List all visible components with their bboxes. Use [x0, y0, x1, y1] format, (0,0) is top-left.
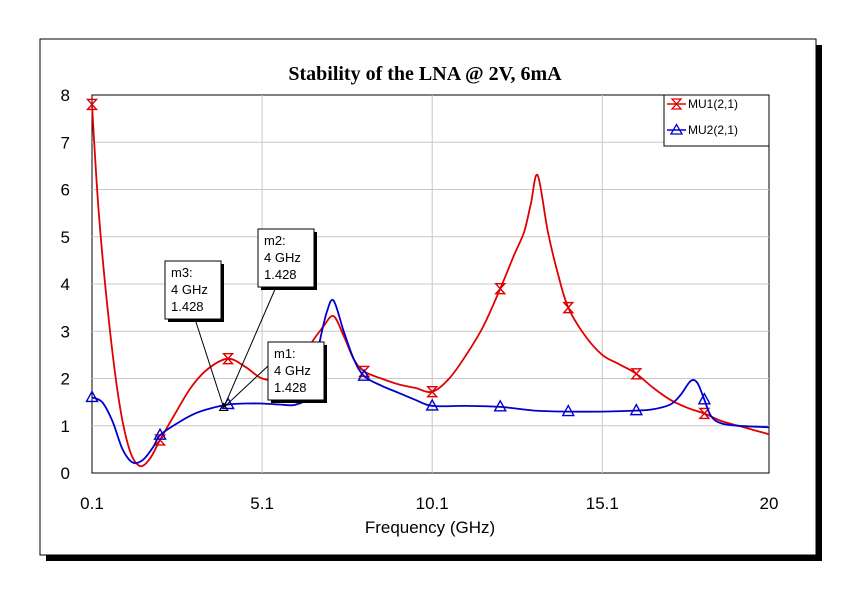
data-point-mu1 — [698, 407, 711, 420]
marker-1: m1: 4 GHz 1.428 — [218, 341, 327, 412]
chart-title: Stability of the LNA @ 2V, 6mA — [288, 63, 562, 85]
data-point-mu1 — [562, 301, 575, 314]
marker-frequency: 4 GHz — [171, 282, 208, 297]
y-tick-label: 6 — [61, 181, 70, 200]
y-tick-label: 8 — [61, 86, 70, 105]
y-tick-label: 2 — [61, 370, 70, 389]
data-point-mu2 — [153, 427, 167, 440]
axis-ticks: 0.1 5.1 10.1 15.1 20 0 1 2 3 4 5 6 7 8 — [61, 86, 779, 513]
data-point-mu2 — [697, 392, 712, 405]
y-tick-label: 7 — [61, 133, 70, 152]
data-point-mu2 — [425, 398, 439, 411]
marker-leader-line — [223, 365, 269, 408]
marker-3: m3: 4 GHz 1.428 — [164, 260, 229, 412]
marker-value: 1.428 — [264, 267, 297, 282]
marker-name: m3: — [171, 265, 193, 280]
marker-name: m1: — [274, 346, 296, 361]
marker-annotations: m1: 4 GHz 1.428 m2: 4 GHz 1.428 m3: 4 GHz 1.428 — [164, 228, 327, 412]
y-tick-label: 5 — [61, 228, 70, 247]
legend: MU1(2,1) MU2(2,1) — [663, 94, 770, 147]
y-tick-label: 0 — [61, 464, 70, 483]
marker-name: m2: — [264, 233, 286, 248]
legend-marker-mu2-icon — [669, 123, 684, 135]
legend-marker-mu1-icon — [670, 98, 683, 110]
data-point-mu2 — [561, 404, 575, 417]
x-tick-label: 20 — [760, 494, 779, 513]
marker-leader-line — [194, 318, 225, 408]
data-point-mu2 — [493, 399, 507, 412]
marker-box — [164, 260, 222, 320]
legend-label-mu1: MU1(2,1) — [688, 97, 738, 111]
y-tick-label: 4 — [61, 275, 70, 294]
y-tick-label: 1 — [61, 417, 70, 436]
marker-box — [257, 228, 315, 288]
series-line-mu2 — [91, 298, 770, 465]
marker-leader-line — [223, 286, 277, 408]
marker-frequency: 4 GHz — [264, 250, 301, 265]
data-point-mu2 — [357, 368, 371, 381]
marker-triangle-icon — [218, 402, 229, 412]
y-tick-label: 3 — [61, 322, 70, 341]
data-point-mu1 — [426, 386, 439, 398]
data-point-mu1 — [85, 98, 99, 111]
data-point-mu2 — [85, 389, 99, 403]
x-tick-label: 0.1 — [80, 494, 104, 513]
x-axis-label: Frequency (GHz) — [365, 518, 495, 537]
marker-2: m2: 4 GHz 1.428 — [218, 228, 317, 412]
x-tick-label: 10.1 — [416, 494, 449, 513]
marker-frequency: 4 GHz — [274, 363, 311, 378]
x-tick-label: 15.1 — [586, 494, 619, 513]
data-point-mu1 — [222, 352, 235, 365]
data-point-mu1 — [630, 368, 643, 380]
x-tick-label: 5.1 — [250, 494, 274, 513]
data-point-mu2 — [629, 403, 644, 416]
marker-box — [267, 341, 325, 401]
marker-value: 1.428 — [171, 299, 204, 314]
data-point-mu1 — [494, 283, 507, 295]
legend-label-mu2: MU2(2,1) — [688, 123, 738, 137]
marker-value: 1.428 — [274, 380, 307, 395]
